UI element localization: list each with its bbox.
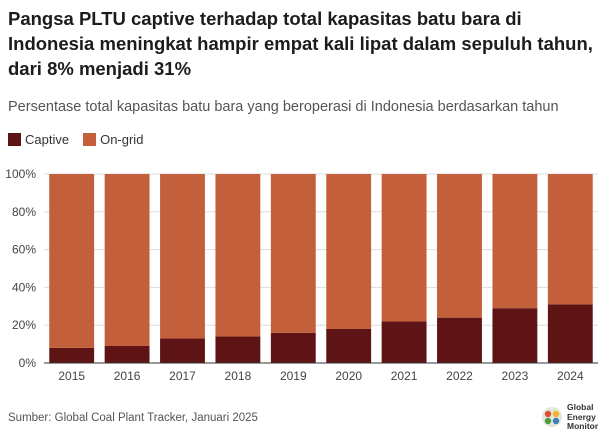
bar-captive-2020 — [326, 328, 372, 363]
bar-ongrid-2016 — [104, 174, 150, 346]
legend-item-captive: Captive — [8, 132, 69, 147]
bar-ongrid-2019 — [270, 174, 316, 333]
x-tick-label: 2024 — [557, 369, 584, 383]
y-tick-label: 100% — [5, 167, 36, 181]
bar-captive-2021 — [381, 321, 427, 363]
bar-captive-2016 — [104, 345, 150, 363]
bar-captive-2023 — [492, 308, 538, 363]
chart-title: Pangsa PLTU captive terhadap total kapas… — [8, 8, 593, 79]
x-tick-label: 2017 — [169, 369, 196, 383]
gem-logo-icon — [542, 407, 562, 428]
x-tick-label: 2023 — [502, 369, 529, 383]
legend-item-ongrid: On-grid — [83, 132, 143, 147]
y-tick-label: 20% — [12, 318, 36, 332]
bar-captive-2017 — [160, 338, 205, 363]
logo-line-1: Global — [567, 402, 594, 412]
y-tick-label: 80% — [12, 205, 36, 219]
x-tick-label: 2021 — [391, 369, 418, 383]
legend-label-ongrid: On-grid — [100, 132, 144, 147]
bar-captive-2015 — [49, 347, 95, 363]
chart-subtitle: Persentase total kapasitas batu bara yan… — [8, 99, 559, 115]
bar-captive-2022 — [437, 317, 482, 363]
bar-ongrid-2017 — [160, 174, 205, 339]
bar-captive-2019 — [270, 332, 316, 363]
logo-line-3: Monitor — [567, 421, 599, 431]
bar-ongrid-2021 — [381, 174, 427, 322]
y-tick-label: 60% — [12, 243, 36, 257]
y-tick-label: 0% — [19, 356, 37, 370]
x-tick-label: 2016 — [114, 369, 141, 383]
bar-ongrid-2024 — [547, 174, 593, 305]
bar-captive-2018 — [215, 336, 261, 363]
bar-ongrid-2018 — [215, 174, 261, 337]
bar-captive-2024 — [547, 304, 593, 363]
y-tick-label: 40% — [12, 280, 36, 294]
bar-ongrid-2020 — [326, 174, 372, 329]
logo-text: Global Energy Monitor — [567, 402, 599, 432]
global-energy-monitor-logo: Global Energy Monitor — [541, 402, 599, 432]
bar-ongrid-2015 — [49, 174, 95, 348]
x-tick-label: 2018 — [225, 369, 252, 383]
x-tick-label: 2019 — [280, 369, 307, 383]
legend-swatch-ongrid — [83, 133, 97, 146]
source-note: Sumber: Global Coal Plant Tracker, Janua… — [8, 412, 258, 424]
x-tick-label: 2022 — [446, 369, 473, 383]
x-tick-label: 2020 — [335, 369, 362, 383]
legend-label-captive: Captive — [25, 132, 70, 147]
stacked-bar-chart: 0% 20% 40% 60% 80% 100% 2015 2016 2017 2018 2019 20… — [5, 167, 598, 383]
bar-ongrid-2023 — [492, 174, 538, 309]
bar-ongrid-2022 — [437, 174, 482, 318]
logo-line-2: Energy — [567, 411, 596, 422]
x-tick-label: 2015 — [58, 369, 85, 383]
legend-swatch-captive — [8, 133, 21, 146]
legend: Captive On-grid — [8, 132, 143, 147]
